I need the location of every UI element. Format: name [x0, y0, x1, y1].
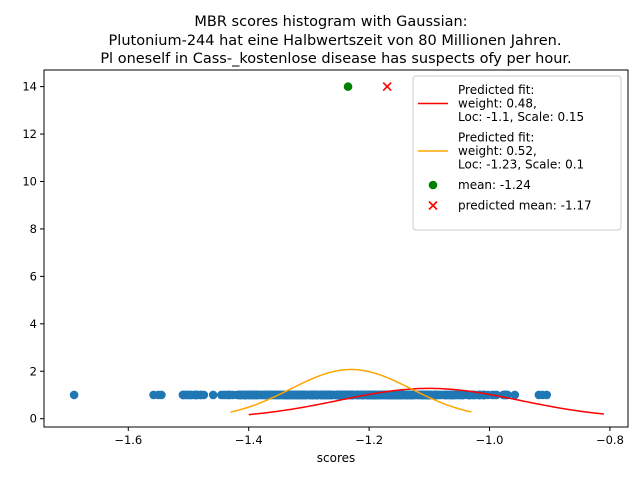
title-line-3: Pl oneself in Cass-_kostenlose disease h…	[100, 51, 571, 67]
legend-label: weight: 0.52,	[458, 144, 537, 158]
chart-title: MBR scores histogram with Gaussian: Plut…	[100, 14, 571, 67]
y-tick-label: 4	[30, 317, 37, 331]
predicted-mean-marker	[382, 82, 392, 92]
y-axis: 0 2 4 6 8 10 12 14	[22, 80, 44, 426]
x-tick-label: −1.6	[114, 433, 142, 447]
score-point	[69, 390, 79, 400]
y-tick-label: 0	[30, 412, 37, 426]
legend-x-stroke	[428, 200, 438, 211]
legend-mean-marker	[428, 180, 438, 190]
fit-curve-1	[248, 387, 604, 416]
legend-label: weight: 0.48,	[458, 97, 537, 111]
score-point	[446, 390, 455, 400]
score-point	[261, 390, 271, 400]
plot-frame	[43, 69, 629, 428]
x-tick-label: −1.0	[476, 433, 504, 447]
score-point	[465, 390, 474, 400]
score-point	[354, 390, 363, 400]
legend-label: Predicted fit:	[458, 131, 534, 145]
x-tick-label: −1.4	[235, 433, 263, 447]
score-point	[254, 390, 263, 400]
score-point	[208, 390, 218, 400]
legend-box	[412, 75, 622, 231]
legend-predicted-mean-marker	[428, 200, 438, 211]
predicted-mean-stroke	[382, 82, 392, 92]
y-tick-label: 2	[30, 364, 37, 378]
x-axis-label: scores	[317, 451, 356, 465]
legend-label: Loc: -1.23, Scale: 0.1	[458, 158, 584, 172]
score-point	[438, 390, 447, 400]
y-tick-label: 12	[22, 127, 37, 141]
score-point	[323, 390, 333, 400]
x-tick-label: −0.8	[596, 433, 624, 447]
legend-label: Predicted fit:	[458, 83, 534, 97]
legend-label: Loc: -1.1, Scale: 0.15	[458, 110, 584, 124]
score-point	[369, 390, 379, 400]
score-point	[542, 390, 552, 400]
y-tick-label: 10	[22, 174, 37, 188]
legend: Predicted fit:weight: 0.48,Loc: -1.1, Sc…	[412, 75, 622, 231]
score-point	[510, 390, 520, 400]
score-point	[457, 390, 467, 400]
score-point	[157, 390, 166, 400]
title-line-2: Plutonium-244 hat eine Halbwertszeit von…	[109, 33, 562, 49]
x-tick-label: −1.2	[355, 433, 383, 447]
score-point	[221, 390, 231, 400]
score-point	[311, 390, 321, 400]
legend-label: predicted mean: -1.17	[458, 199, 592, 213]
score-point	[193, 390, 203, 400]
title-line-1: MBR scores histogram with Gaussian:	[194, 14, 467, 30]
score-point	[394, 390, 404, 400]
score-point	[283, 390, 293, 400]
score-point	[305, 390, 315, 400]
score-point	[183, 390, 193, 400]
fit-curves	[230, 368, 604, 416]
score-point	[336, 390, 345, 400]
mean-markers	[343, 82, 392, 92]
score-point	[294, 390, 304, 400]
score-point	[492, 390, 501, 400]
scatter-points	[69, 390, 552, 400]
fit-curve-2	[230, 368, 472, 413]
score-point	[245, 390, 255, 400]
y-tick-label: 8	[30, 222, 37, 236]
legend-label: mean: -1.24	[458, 178, 531, 192]
y-tick-label: 6	[30, 269, 37, 283]
mean-marker	[343, 82, 353, 91]
x-axis: −1.6 −1.4 −1.2 −1.0 −0.8	[114, 427, 624, 447]
y-tick-label: 14	[22, 80, 37, 94]
